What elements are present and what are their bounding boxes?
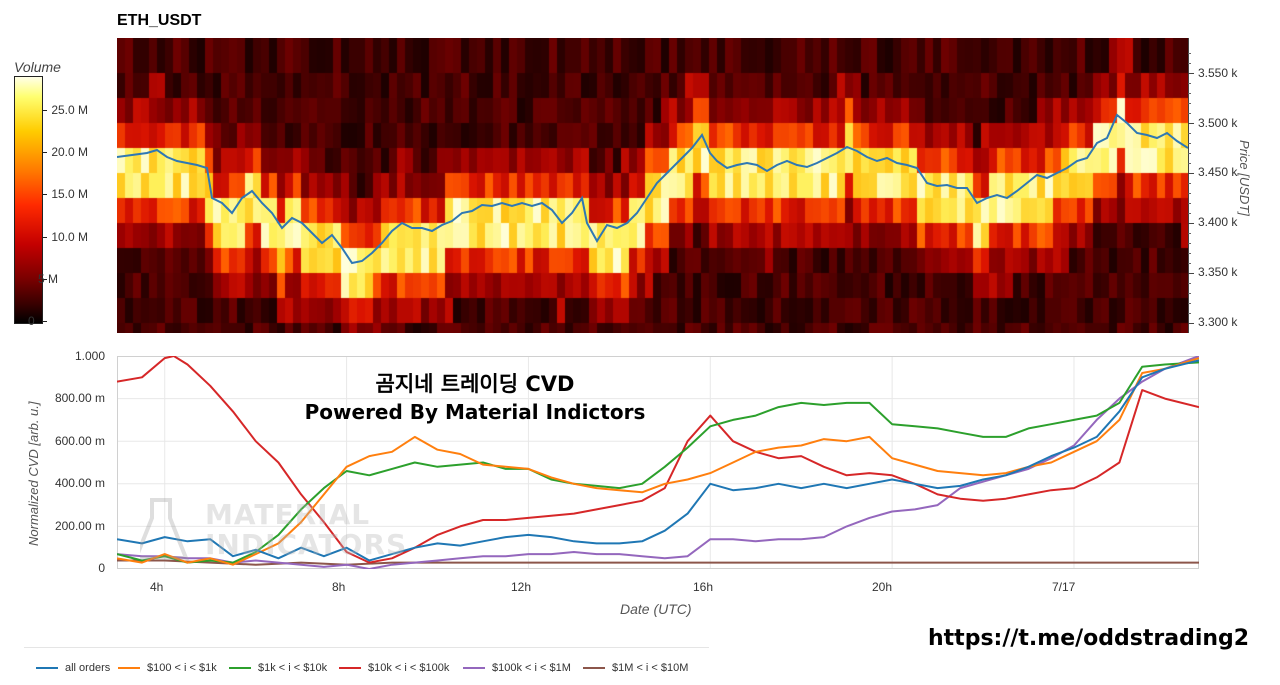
price-tick-label: 3.300 k — [1198, 315, 1238, 329]
price-axis-tick — [1188, 173, 1194, 174]
legend — [24, 647, 709, 684]
cvd-y-tick-label: 0 — [98, 561, 105, 575]
price-axis-tick — [1188, 73, 1194, 74]
cvd-y-tick-label: 200.00 m — [54, 519, 105, 533]
price-tick-label: 3.550 k — [1198, 66, 1238, 80]
colorbar-label: 20.0 M — [51, 145, 88, 159]
price-line — [117, 113, 1188, 265]
material-indicators-logo — [140, 498, 189, 560]
price-tick-label: 3.400 k — [1198, 215, 1238, 229]
colorbar-tick — [42, 237, 47, 238]
legend-swatch — [583, 667, 605, 669]
price-axis-tick — [1188, 123, 1194, 124]
y-axis-title: Normalized CVD [arb. u.] — [26, 401, 41, 547]
price-axis-tick — [1188, 303, 1191, 304]
legend-item[interactable]: $10k < i < $100k — [368, 662, 450, 674]
cvd-x-tick-label: 7/17 — [1052, 580, 1076, 594]
colorbar-tick — [42, 279, 47, 280]
price-axis-tick — [1188, 53, 1191, 54]
price-axis-tick — [1188, 183, 1191, 184]
legend-item[interactable]: all orders — [65, 662, 111, 674]
price-axis-tick — [1188, 83, 1191, 84]
legend-swatch — [339, 667, 361, 669]
cvd-series-line — [117, 359, 1199, 562]
colorbar-label: 5 M — [37, 272, 58, 286]
price-axis-tick — [1188, 253, 1191, 254]
plot-frame — [117, 356, 1199, 569]
cvd-x-tick-label: 20h — [872, 580, 893, 594]
cvd-series-line — [117, 357, 1199, 566]
cvd-x-tick-label: 16h — [693, 580, 714, 594]
price-axis-tick — [1188, 223, 1194, 224]
x-axis-title: Date (UTC) — [620, 601, 692, 617]
watermark-line1: MATERIAL — [205, 498, 371, 531]
price-axis-tick — [1188, 243, 1191, 244]
colorbar-title: Volume — [14, 59, 61, 75]
price-tick-label: 3.350 k — [1198, 265, 1238, 279]
price-tick-label: 3.450 k — [1198, 165, 1238, 179]
cvd-plot[interactable] — [117, 356, 1199, 569]
price-axis-tick — [1188, 63, 1191, 64]
price-axis-tick — [1188, 163, 1191, 164]
price-axis-tick — [1188, 93, 1191, 94]
price-axis-tick — [1188, 113, 1191, 114]
colorbar-tick — [42, 152, 47, 153]
price-axis-tick — [1188, 103, 1191, 104]
colorbar-tick — [42, 194, 47, 195]
colorbar-tick — [42, 321, 47, 322]
legend-item[interactable]: $100k < i < $1M — [492, 662, 571, 674]
telegram-url[interactable]: https://t.me/oddstrading2 — [928, 626, 1250, 651]
watermark-text: MATERIAL INDICATORS — [205, 500, 407, 560]
cvd-x-tick-label: 12h — [511, 580, 532, 594]
price-axis-tick — [1188, 143, 1191, 144]
heatmap-cells — [117, 38, 1188, 333]
price-axis-tick — [1188, 263, 1191, 264]
watermark-line2: INDICATORS — [205, 528, 408, 561]
price-axis-tick — [1188, 283, 1191, 284]
legend-item[interactable]: $1k < i < $10k — [258, 662, 328, 674]
cvd-series-line — [117, 356, 1199, 564]
colorbar-label: 15.0 M — [51, 187, 88, 201]
volume-colorbar — [14, 76, 43, 324]
legend-swatch — [463, 667, 485, 669]
legend-swatch — [229, 667, 251, 669]
cvd-y-tick-label: 1.000 — [74, 349, 105, 363]
price-axis-tick — [1188, 313, 1191, 314]
price-axis-tick — [1188, 213, 1191, 214]
price-axis-tick — [1188, 203, 1191, 204]
cvd-series-line — [117, 559, 1199, 566]
cvd-series-line — [117, 361, 1199, 564]
colorbar-label: 25.0 M — [51, 103, 88, 117]
price-axis — [1188, 38, 1189, 333]
colorbar-label: 0 — [28, 314, 35, 328]
price-axis-tick — [1188, 233, 1191, 234]
legend-swatch — [36, 667, 58, 669]
overlay-title: 곰지네 트레이딩 CVD — [375, 372, 575, 396]
cvd-x-tick-label: 4h — [150, 580, 164, 594]
legend-item[interactable]: $1M < i < $10M — [612, 662, 689, 674]
cvd-x-tick-label: 8h — [332, 580, 346, 594]
overlay-subtitle: Powered By Material Indictors — [304, 400, 646, 424]
colorbar-tick — [42, 110, 47, 111]
price-axis-tick — [1188, 153, 1191, 154]
price-axis-tick — [1188, 193, 1191, 194]
price-tick-label: 3.500 k — [1198, 116, 1238, 130]
price-axis-tick — [1188, 273, 1194, 274]
price-axis-title: Price [USDT] — [1237, 140, 1252, 216]
cvd-y-tick-label: 800.00 m — [54, 391, 105, 405]
price-line-layer — [117, 113, 1188, 265]
cvd-y-tick-label: 600.00 m — [54, 434, 105, 448]
price-axis-tick — [1188, 133, 1191, 134]
price-axis-tick — [1188, 293, 1191, 294]
price-axis-tick — [1188, 323, 1194, 324]
orderbook-heatmap[interactable] — [117, 38, 1188, 333]
legend-item[interactable]: $100 < i < $1k — [147, 662, 217, 674]
colorbar-label: 10.0 M — [51, 230, 88, 244]
cvd-y-tick-label: 400.00 m — [54, 476, 105, 490]
chart-title: ETH_USDT — [117, 12, 202, 29]
legend-swatch — [118, 667, 140, 669]
